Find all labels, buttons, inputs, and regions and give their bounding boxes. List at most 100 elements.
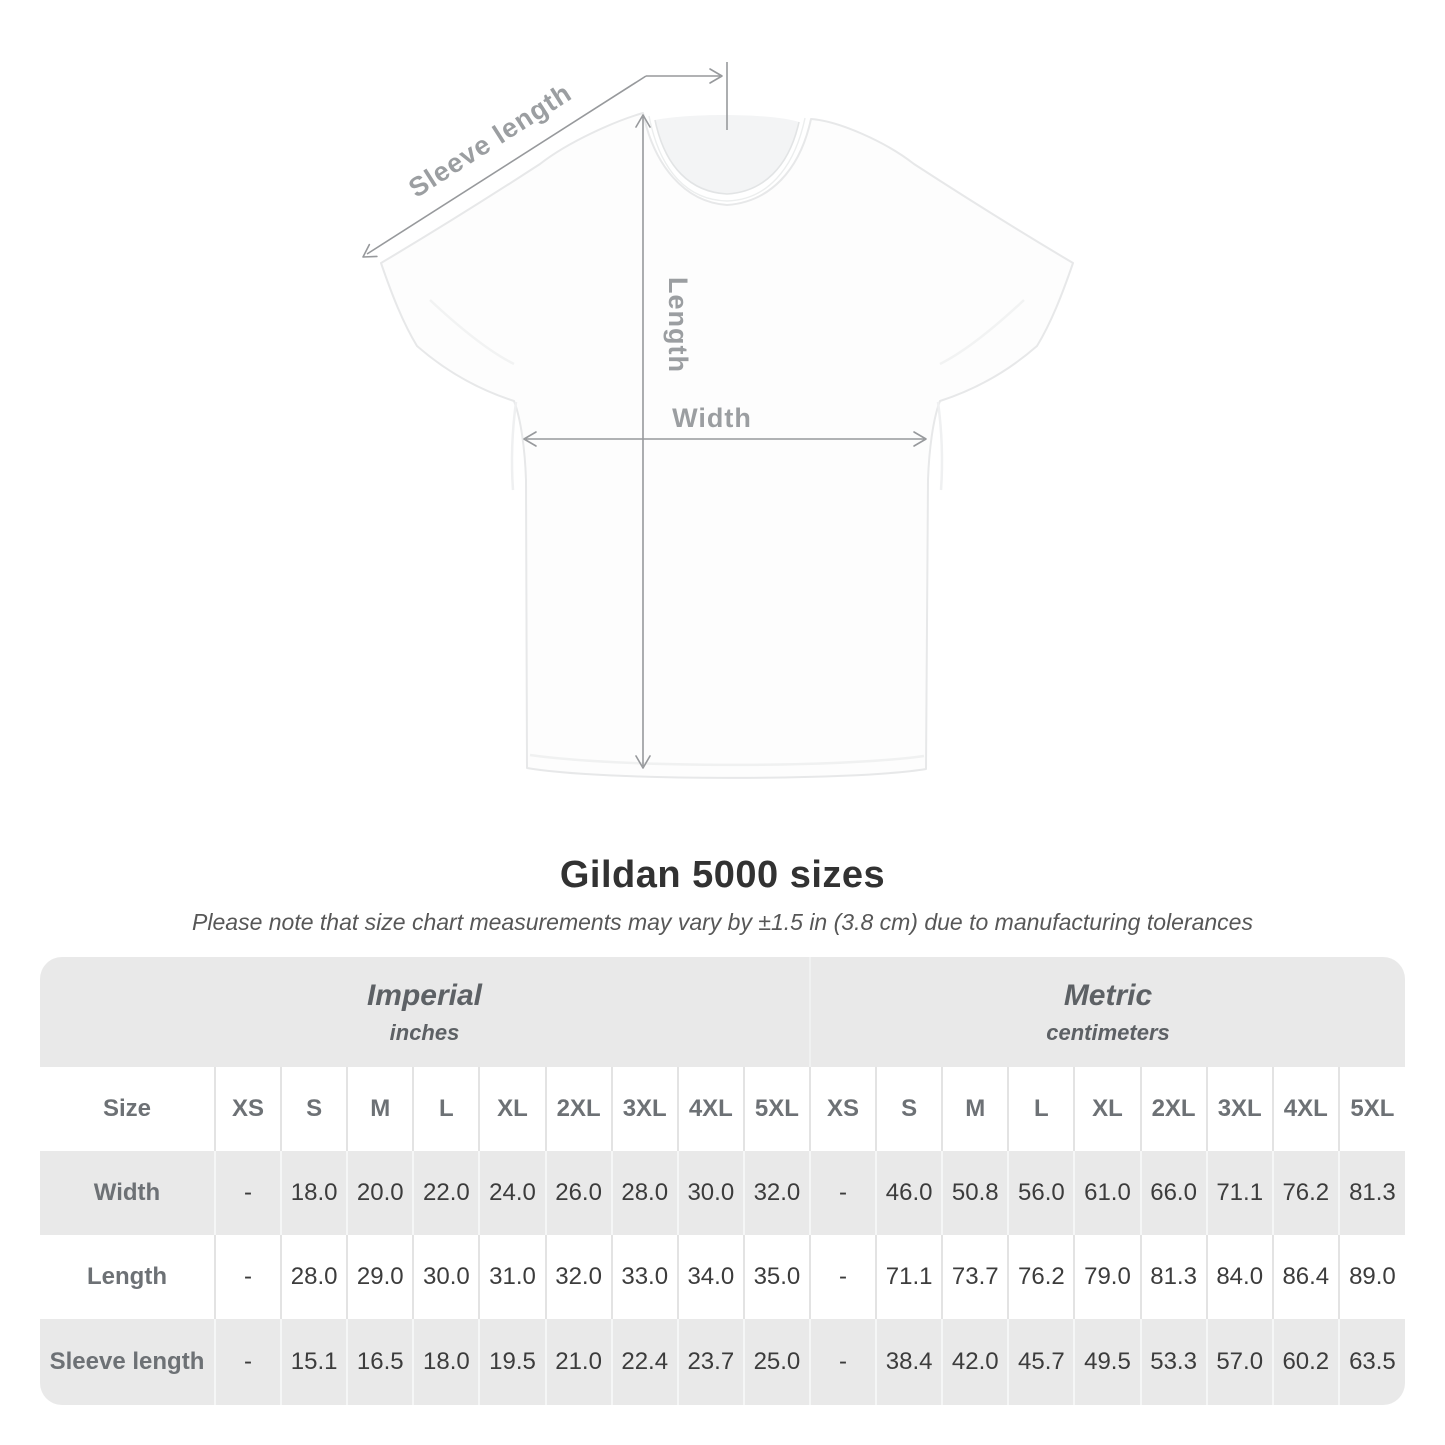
left-armpit-crease bbox=[510, 401, 518, 491]
table-cell: 81.3 bbox=[1337, 1151, 1405, 1235]
table-cell: 26.0 bbox=[544, 1151, 612, 1235]
imperial-sublabel: inches bbox=[389, 1019, 460, 1045]
table-cell: 21.0 bbox=[544, 1319, 612, 1405]
width-arrow: Width bbox=[523, 403, 927, 447]
table-cell: 79.0 bbox=[1073, 1235, 1141, 1319]
table-cell: 15.1 bbox=[280, 1319, 348, 1405]
table-cell: 30.0 bbox=[676, 1151, 744, 1235]
table-cell: 76.2 bbox=[1007, 1235, 1075, 1319]
table-cell: 32.0 bbox=[544, 1235, 612, 1319]
length-label: Length bbox=[663, 277, 693, 373]
size-col-header: S bbox=[875, 1067, 943, 1151]
table-cell: 20.0 bbox=[346, 1151, 414, 1235]
row-label: Length bbox=[87, 1263, 167, 1290]
table-row-width: Width - 18.0 20.0 22.0 24.0 26.0 28.0 30… bbox=[40, 1151, 1405, 1235]
table-cell: 35.0 bbox=[742, 1235, 810, 1319]
table-row-length: Length - 28.0 29.0 30.0 31.0 32.0 33.0 3… bbox=[40, 1235, 1405, 1319]
size-col-header: S bbox=[280, 1067, 348, 1151]
table-cell: 71.1 bbox=[875, 1235, 943, 1319]
table-row-sleeve-length: Sleeve length - 15.1 16.5 18.0 19.5 21.0… bbox=[40, 1319, 1405, 1405]
table-cell: 66.0 bbox=[1139, 1151, 1207, 1235]
table-cell: - bbox=[213, 1235, 282, 1319]
right-sleeve-crease bbox=[939, 299, 1025, 366]
table-cell: 16.5 bbox=[346, 1319, 414, 1405]
size-col-header: XL bbox=[478, 1067, 546, 1151]
size-col-header: 2XL bbox=[544, 1067, 612, 1151]
table-cell: 33.0 bbox=[610, 1235, 678, 1319]
table-cell: - bbox=[808, 1235, 877, 1319]
table-cell: 56.0 bbox=[1007, 1151, 1075, 1235]
page-title: Gildan 5000 sizes bbox=[559, 854, 886, 896]
row-label: Sleeve length bbox=[49, 1348, 205, 1375]
size-chart-table: Imperial inches Metric centimeters Size … bbox=[40, 957, 1405, 1405]
size-col-header: XS bbox=[213, 1067, 282, 1151]
table-cell: 18.0 bbox=[280, 1151, 348, 1235]
metric-sublabel: centimeters bbox=[1046, 1019, 1170, 1045]
size-col-header: M bbox=[346, 1067, 414, 1151]
tolerance-note: Please note that size chart measurements… bbox=[192, 909, 1253, 935]
table-cell: 84.0 bbox=[1205, 1235, 1273, 1319]
table-cell: - bbox=[808, 1319, 877, 1405]
table-cell: 46.0 bbox=[875, 1151, 943, 1235]
table-cell: 61.0 bbox=[1073, 1151, 1141, 1235]
table-cell: 31.0 bbox=[478, 1235, 546, 1319]
right-armpit-crease bbox=[936, 401, 944, 491]
table-cell: - bbox=[808, 1151, 877, 1235]
size-column-header: Size bbox=[40, 1067, 215, 1151]
table-cell: 86.4 bbox=[1271, 1235, 1339, 1319]
table-cell: 22.4 bbox=[610, 1319, 678, 1405]
table-cell: 49.5 bbox=[1073, 1319, 1141, 1405]
table-cell: 42.0 bbox=[941, 1319, 1009, 1405]
size-col-header: L bbox=[412, 1067, 480, 1151]
hem-crease bbox=[529, 753, 925, 767]
table-cell: 24.0 bbox=[478, 1151, 546, 1235]
table-cell: 29.0 bbox=[346, 1235, 414, 1319]
table-cell: 25.0 bbox=[742, 1319, 810, 1405]
size-col-header: 2XL bbox=[1139, 1067, 1207, 1151]
length-arrow: Length bbox=[635, 114, 693, 769]
size-col-header: 4XL bbox=[676, 1067, 744, 1151]
size-header-row: Size XS S M L XL 2XL 3XL 4XL 5XL XS S M … bbox=[40, 1067, 1405, 1151]
collar-rib-line bbox=[648, 115, 806, 202]
size-col-header: XL bbox=[1073, 1067, 1141, 1151]
imperial-header: Imperial inches bbox=[40, 957, 810, 1067]
row-label: Width bbox=[93, 1179, 161, 1206]
tshirt-measurement-diagram: Sleeve length Length Width bbox=[362, 62, 1074, 779]
table-cell: - bbox=[213, 1319, 282, 1405]
left-sleeve-crease bbox=[429, 299, 515, 366]
table-cell: 73.7 bbox=[941, 1235, 1009, 1319]
size-col-header: 3XL bbox=[1205, 1067, 1273, 1151]
table-cell: 38.4 bbox=[875, 1319, 943, 1405]
table-cell: 30.0 bbox=[412, 1235, 480, 1319]
size-col-header: 5XL bbox=[1337, 1067, 1405, 1151]
table-cell: 28.0 bbox=[280, 1235, 348, 1319]
heading-block: Gildan 5000 sizes Please note that size … bbox=[0, 854, 1445, 936]
size-col-header: M bbox=[941, 1067, 1009, 1151]
table-cell: 45.7 bbox=[1007, 1319, 1075, 1405]
size-col-header: L bbox=[1007, 1067, 1075, 1151]
table-cell: 18.0 bbox=[412, 1319, 480, 1405]
table-cell: 89.0 bbox=[1337, 1235, 1405, 1319]
table-cell: 81.3 bbox=[1139, 1235, 1207, 1319]
table-cell: 28.0 bbox=[610, 1151, 678, 1235]
table-cell: 34.0 bbox=[676, 1235, 744, 1319]
table-cell: 71.1 bbox=[1205, 1151, 1273, 1235]
size-col-header: XS bbox=[808, 1067, 877, 1151]
metric-label: Metric bbox=[1063, 978, 1153, 1012]
size-chart-card: Imperial inches Metric centimeters Size … bbox=[40, 957, 1405, 1405]
table-cell: 23.7 bbox=[676, 1319, 744, 1405]
table-cell: 76.2 bbox=[1271, 1151, 1339, 1235]
metric-header: Metric centimeters bbox=[808, 957, 1405, 1067]
collar-inner-line bbox=[654, 119, 800, 195]
table-cell: 19.5 bbox=[478, 1319, 546, 1405]
table-cell: 63.5 bbox=[1337, 1319, 1405, 1405]
table-cell: 60.2 bbox=[1271, 1319, 1339, 1405]
table-cell: 57.0 bbox=[1205, 1319, 1273, 1405]
table-cell: 22.0 bbox=[412, 1151, 480, 1235]
collar-inside-shadow bbox=[655, 114, 799, 194]
table-cell: 32.0 bbox=[742, 1151, 810, 1235]
width-label: Width bbox=[672, 403, 752, 433]
imperial-label: Imperial bbox=[366, 978, 483, 1012]
size-col-header: 4XL bbox=[1271, 1067, 1339, 1151]
